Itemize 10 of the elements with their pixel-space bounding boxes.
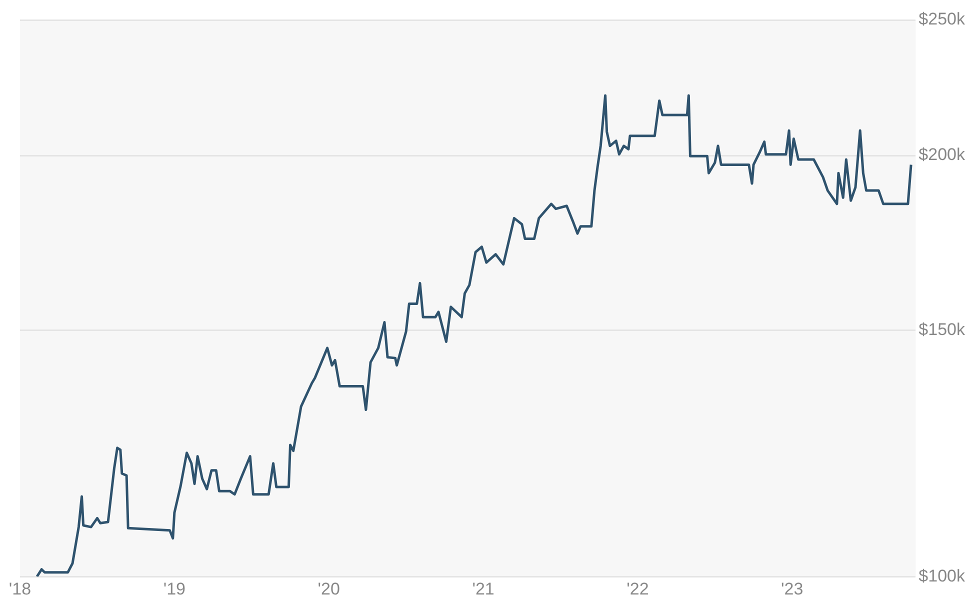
x-tick-label: '18 xyxy=(8,579,32,598)
x-tick-label: '20 xyxy=(318,579,340,598)
x-tick-label: '21 xyxy=(472,579,494,598)
x-tick-label: '22 xyxy=(626,579,649,598)
y-tick-label: $100k xyxy=(918,566,966,586)
x-tick-label: '19 xyxy=(163,579,186,598)
y-tick-label: $150k xyxy=(918,320,966,339)
y-tick-label: $200k xyxy=(918,145,966,164)
y-tick-label: $250k xyxy=(918,10,966,29)
x-tick-label: '23 xyxy=(781,579,804,598)
